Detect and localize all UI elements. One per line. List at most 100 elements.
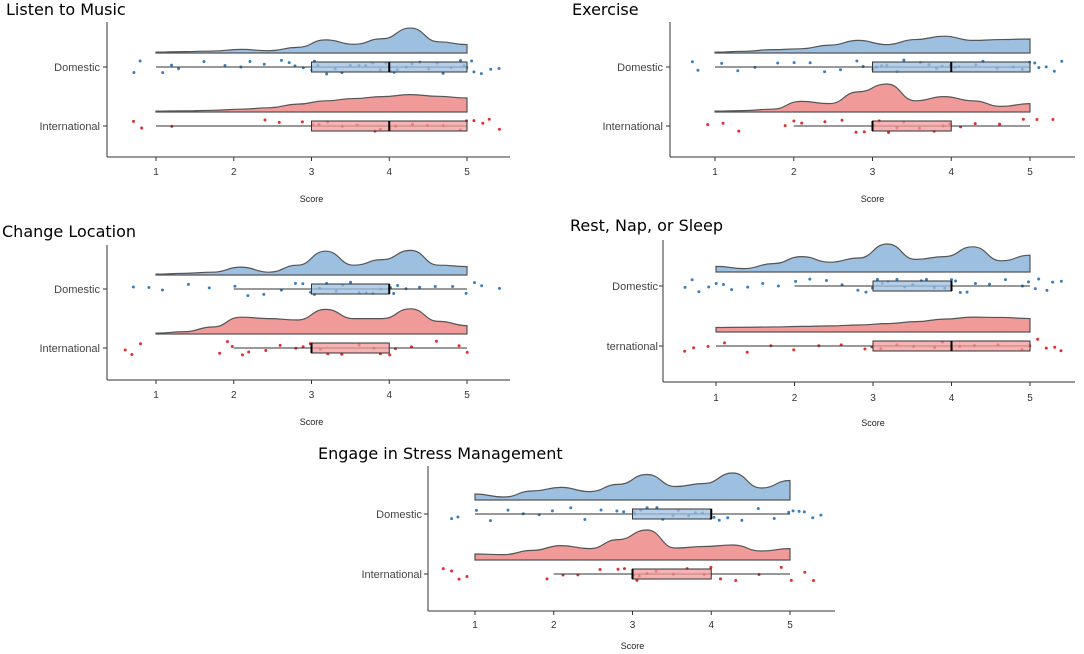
x-tick-label: 3	[309, 167, 315, 178]
data-point	[264, 349, 268, 353]
data-point	[802, 510, 806, 514]
data-point	[1044, 65, 1048, 69]
x-tick-label: 2	[231, 390, 237, 401]
data-point	[655, 506, 659, 510]
data-point	[287, 61, 291, 65]
data-point	[1059, 279, 1063, 283]
data-point	[740, 518, 744, 522]
data-point	[616, 567, 620, 571]
x-tick-label: 2	[231, 167, 237, 178]
data-point	[863, 347, 867, 351]
data-point	[130, 352, 134, 356]
data-point	[247, 350, 251, 354]
data-point	[840, 118, 844, 122]
data-point	[811, 516, 815, 520]
data-point	[823, 120, 827, 124]
data-point	[160, 288, 164, 292]
data-point	[690, 278, 694, 282]
raincloud-plot-engage-in-stress-management: 1 2 3 4 5 Score Domestic International	[361, 466, 835, 651]
data-point	[958, 290, 962, 294]
data-point	[472, 70, 476, 74]
x-tick-label: 3	[630, 620, 636, 631]
data-point	[1027, 280, 1031, 284]
panel-title: Change Location	[2, 222, 137, 241]
data-point	[987, 282, 991, 286]
box-iqr	[872, 120, 952, 132]
data-point	[488, 519, 492, 523]
data-point	[240, 353, 244, 357]
x-tick-label: 1	[713, 393, 719, 404]
data-point	[456, 515, 460, 519]
data-point	[697, 290, 701, 294]
category-label-international: ternational	[607, 341, 658, 353]
x-axis-title: Score	[300, 194, 324, 204]
data-point	[794, 279, 798, 283]
data-point	[622, 567, 626, 571]
category-label-international: International	[39, 121, 100, 133]
data-point	[736, 69, 740, 73]
data-point	[450, 517, 454, 521]
data-point	[720, 61, 724, 65]
data-point	[718, 577, 722, 581]
x-axis-title: Score	[861, 194, 885, 204]
data-point	[789, 578, 793, 582]
data-point	[797, 509, 801, 513]
data-point	[1051, 117, 1055, 121]
data-point	[973, 122, 977, 126]
data-point	[792, 348, 796, 352]
data-point	[140, 126, 144, 130]
data-point	[1021, 117, 1025, 121]
data-point	[622, 510, 626, 514]
raincloud-plot-exercise: 1 2 3 4 5 Score Domestic International	[602, 22, 1075, 204]
data-point	[598, 567, 602, 571]
x-tick-label: 5	[1027, 167, 1033, 178]
data-point	[599, 508, 603, 512]
raincloud-plot-rest-nap-or-sleep: 1 2 3 4 5 Score Domestic ternational	[607, 240, 1075, 428]
data-point	[734, 579, 738, 583]
data-point	[855, 59, 859, 63]
data-point	[418, 285, 422, 289]
data-point	[709, 565, 713, 569]
data-point	[349, 280, 353, 284]
data-point	[683, 349, 687, 353]
panel-title: Exercise	[572, 0, 639, 19]
data-point	[131, 285, 135, 289]
data-point	[887, 130, 891, 134]
raincloud-plot-listen-to-music: 1 2 3 4 5 Score Domestic International	[39, 22, 510, 204]
data-point	[497, 286, 501, 290]
data-point	[706, 123, 710, 127]
data-point	[823, 70, 827, 74]
data-point	[465, 350, 469, 354]
data-point	[481, 121, 485, 125]
data-point	[248, 59, 252, 63]
data-point	[856, 288, 860, 292]
category-label-domestic: Domestic	[612, 281, 658, 293]
x-tick-label: 1	[153, 167, 159, 178]
density-cloud-international	[714, 83, 1031, 113]
data-point	[464, 291, 468, 295]
data-point	[1003, 278, 1007, 282]
data-point	[1045, 288, 1049, 292]
data-point	[301, 345, 305, 349]
density-cloud-domestic	[714, 35, 1031, 54]
density-cloud-international	[474, 529, 791, 561]
data-point	[569, 506, 573, 510]
data-point	[300, 120, 304, 124]
data-point	[683, 285, 687, 289]
data-point	[692, 346, 696, 350]
data-point	[895, 277, 899, 281]
data-point	[787, 510, 791, 514]
data-point	[451, 285, 455, 289]
data-point	[280, 58, 284, 62]
category-label-international: International	[39, 343, 100, 355]
data-point	[472, 119, 476, 123]
data-point	[506, 508, 510, 512]
data-point	[263, 118, 267, 122]
data-point	[1053, 345, 1057, 349]
data-point	[706, 344, 710, 348]
x-tick-label: 5	[464, 390, 470, 401]
data-point	[1060, 59, 1064, 63]
x-axis-title: Score	[861, 418, 885, 428]
panel-title: Engage in Stress Management	[318, 444, 563, 463]
data-point	[170, 63, 174, 67]
